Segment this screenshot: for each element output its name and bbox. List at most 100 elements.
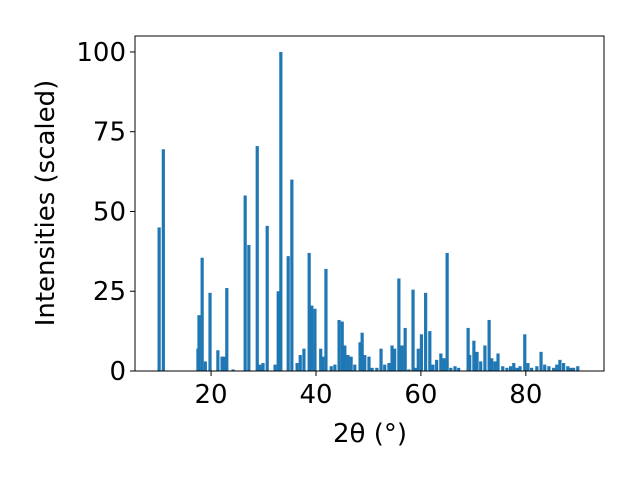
bar — [310, 305, 314, 371]
bar — [203, 361, 207, 371]
bar — [479, 361, 483, 371]
bar — [530, 367, 534, 371]
x-tick-label: 40 — [299, 380, 332, 410]
bar — [273, 364, 277, 371]
bar — [526, 363, 530, 371]
bar — [416, 348, 420, 371]
bar — [197, 315, 201, 371]
bar — [387, 363, 391, 371]
bar — [358, 342, 362, 371]
bar — [279, 51, 283, 371]
y-tick-label: 100 — [76, 38, 126, 68]
bar — [424, 292, 428, 371]
bar — [419, 334, 424, 371]
bar — [340, 321, 344, 371]
bar — [208, 292, 212, 371]
bar — [523, 334, 527, 371]
bar — [161, 149, 165, 371]
bar — [431, 364, 435, 371]
bar — [231, 369, 235, 371]
bar — [493, 361, 497, 371]
bar — [222, 356, 226, 371]
bar — [547, 366, 551, 371]
bar — [337, 319, 341, 371]
bar — [307, 252, 311, 371]
bar — [200, 257, 204, 371]
bar — [295, 363, 299, 371]
bar — [468, 355, 472, 371]
bar — [490, 358, 494, 371]
bar — [501, 366, 505, 371]
bar — [576, 366, 580, 371]
bar — [216, 350, 220, 371]
bar — [457, 367, 461, 371]
bar — [475, 351, 479, 371]
bar — [515, 367, 519, 371]
bar — [487, 319, 491, 371]
y-tick-label: 50 — [93, 197, 126, 227]
bar — [411, 289, 415, 371]
bar — [360, 332, 364, 371]
bar — [247, 244, 251, 371]
bar — [569, 367, 573, 371]
bar — [349, 356, 353, 371]
bar — [302, 348, 306, 371]
bar — [483, 345, 487, 371]
bar — [370, 367, 374, 371]
bar — [333, 364, 337, 371]
bar — [319, 348, 323, 371]
bar — [290, 179, 294, 371]
bar — [518, 366, 522, 371]
bar — [390, 345, 394, 371]
bar — [343, 345, 347, 371]
bar — [379, 348, 383, 371]
bar — [400, 345, 404, 371]
bar — [442, 358, 446, 371]
bar — [363, 355, 367, 371]
bar — [543, 364, 547, 371]
bar — [439, 353, 443, 371]
bar — [397, 278, 401, 371]
bar — [571, 367, 576, 371]
bar — [313, 308, 317, 371]
bar — [220, 356, 224, 371]
bar — [383, 364, 387, 371]
bar — [509, 366, 513, 371]
x-tick-label: 20 — [195, 380, 228, 410]
bar — [403, 327, 407, 371]
plot-frame — [134, 35, 605, 372]
y-tick-label: 25 — [93, 277, 126, 307]
bar — [346, 355, 350, 371]
bar — [276, 291, 280, 371]
bar — [258, 364, 262, 371]
bar — [453, 366, 457, 371]
x-tick-label: 80 — [509, 380, 542, 410]
bar — [414, 367, 418, 371]
bar — [157, 227, 161, 371]
y-axis-label: Intensities (scaled) — [31, 80, 61, 327]
bar — [329, 366, 333, 371]
bar — [512, 363, 516, 371]
bar — [428, 331, 432, 371]
y-tick-label: 75 — [93, 118, 126, 148]
bar — [466, 327, 470, 371]
bar — [298, 355, 302, 371]
bar — [562, 363, 566, 371]
bar — [367, 356, 371, 371]
bar — [539, 351, 543, 371]
y-tick-label: 0 — [109, 357, 126, 387]
bar — [265, 225, 269, 371]
bar — [445, 252, 449, 371]
bar — [505, 367, 509, 371]
bar — [261, 363, 265, 371]
bar — [353, 364, 357, 371]
bar — [558, 359, 562, 371]
bar — [375, 367, 379, 371]
bar — [243, 195, 247, 371]
bar — [555, 364, 559, 371]
bar — [535, 366, 539, 371]
bar — [225, 288, 229, 371]
bar — [472, 340, 476, 371]
bar — [496, 353, 500, 371]
